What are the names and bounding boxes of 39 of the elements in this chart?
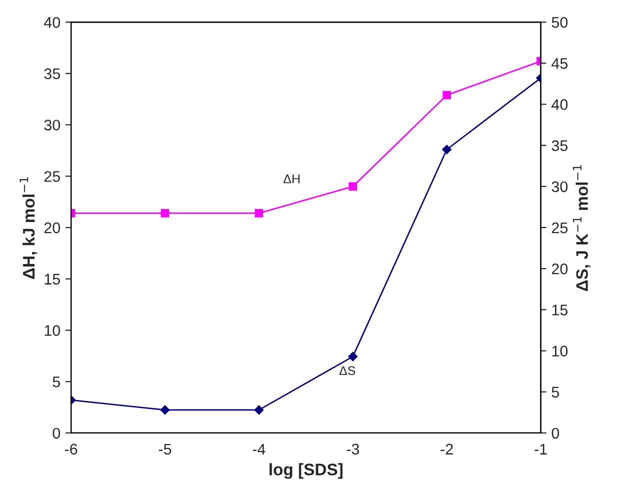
y-axis-title: ΔH, kJ mol$^{−1}$ (20, 177, 38, 279)
x-axis-title: log [SDS] (270, 463, 342, 479)
y-tick-label: 5 (52, 376, 60, 388)
series-label: ΔH (284, 174, 300, 184)
point (442, 144, 452, 154)
y-tick-label: 15 (44, 274, 60, 285)
y2-tick-label: 50 (552, 17, 568, 28)
y-tick-label: 0 (52, 428, 60, 439)
y-tick-label: 40 (44, 17, 60, 28)
y2-tick-label: 5 (552, 386, 560, 398)
x-tick-label: -6 (64, 444, 78, 455)
y2-tick-label: 10 (552, 346, 568, 356)
x-tick-label: -3 (346, 444, 359, 455)
y2-axis-title: ΔS, J K$^{−1}$ mol$^{−1}$ (572, 165, 590, 292)
y-tick-label: 20 (44, 222, 60, 234)
point (160, 209, 170, 218)
y2-tick-label: 35 (552, 140, 568, 152)
y2-tick-label: 30 (552, 181, 568, 192)
x-tick-label: -5 (158, 444, 172, 455)
y-tick-label: 25 (44, 171, 60, 182)
x-tick-label: -2 (440, 444, 453, 454)
x-tick-label: -4 (252, 444, 266, 454)
point (254, 405, 264, 415)
y2-tick-label: 25 (552, 222, 568, 234)
y-tick-label: 35 (44, 68, 60, 80)
y2-tick-label: 20 (552, 264, 568, 274)
point (442, 90, 451, 100)
x-tick-label: -1 (534, 444, 547, 454)
y2-tick-label: 45 (552, 58, 568, 69)
series-label: ΔS (339, 366, 356, 376)
y-tick-label: 30 (44, 120, 60, 131)
y2-tick-label: 40 (552, 99, 568, 110)
y2-tick-label: 0 (552, 428, 560, 439)
point (348, 182, 358, 191)
y2-tick-label: 15 (552, 304, 568, 316)
point (348, 352, 358, 362)
y-tick-label: 10 (44, 325, 60, 336)
point (160, 405, 170, 415)
point (254, 209, 264, 218)
